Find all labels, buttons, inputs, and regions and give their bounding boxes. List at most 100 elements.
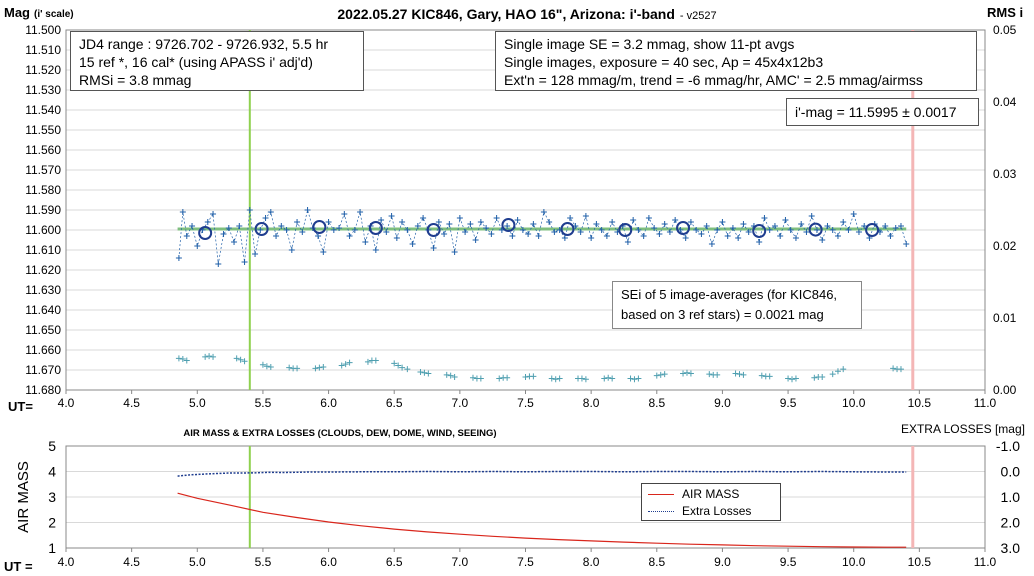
y-axis-label-sub: (i' scale): [34, 9, 74, 20]
single-image-point: [714, 227, 721, 233]
sei-text-line-2: based on 3 ref stars) = 0.0021 mag: [621, 307, 824, 322]
single-image-point: [409, 241, 416, 247]
airmass-legend: AIR MASS Extra Losses: [641, 483, 781, 521]
single-image-point: [561, 235, 568, 241]
single-image-point: [430, 245, 437, 251]
rms-point: [890, 365, 897, 372]
single-image-point: [840, 219, 847, 225]
rms-point: [552, 376, 559, 383]
rms-point: [399, 364, 406, 371]
x-tick-label: 4.0: [58, 396, 75, 410]
single-image-point: [903, 241, 910, 247]
x-tick-label: 7.5: [517, 396, 534, 410]
y-tick-label: 11.590: [25, 203, 61, 217]
single-image-point: [567, 215, 574, 221]
rms-point: [286, 364, 293, 371]
single-image-point: [808, 213, 815, 219]
y2-tick-label: 0.03: [993, 167, 1017, 181]
x-tick-label: 10.5: [908, 396, 932, 410]
single-image-point: [210, 211, 217, 217]
single-image-point: [813, 227, 820, 233]
x-tick-label: 8.5: [648, 555, 665, 569]
rms-point: [210, 353, 217, 360]
rms-point: [740, 371, 747, 378]
single-image-point: [299, 229, 306, 235]
average-point: [676, 221, 691, 235]
rms-point: [706, 371, 713, 378]
single-image-point: [530, 221, 537, 227]
y-tick-label: 11.600: [25, 223, 61, 237]
x-tick-label: 6.0: [320, 555, 337, 569]
single-image-point: [278, 223, 285, 229]
single-image-point: [850, 211, 857, 217]
single-image-point: [215, 261, 222, 267]
sub-chart-title: AIR MASS & EXTRA LOSSES (CLOUDS, DEW, DO…: [183, 428, 496, 439]
rms-point: [346, 359, 353, 366]
single-image-point: [756, 239, 763, 245]
single-image-point: [393, 235, 400, 241]
single-image-point: [577, 229, 584, 235]
x-tick-label: 4.5: [123, 396, 140, 410]
y-axis-label-main: Mag: [4, 5, 30, 20]
y-tick-label: 2: [48, 515, 56, 531]
rms-point: [785, 375, 792, 382]
single-image-point: [824, 223, 831, 229]
single-image-point: [740, 221, 747, 227]
legend-swatch-extra-losses: [648, 510, 674, 512]
single-image-point: [341, 211, 348, 217]
average-point: [865, 223, 880, 237]
single-image-point: [179, 209, 186, 215]
x-tick-label: 8.0: [583, 555, 600, 569]
reference-stars-text: 15 ref *, 16 cal* (using APASS i' adj'd): [79, 54, 313, 70]
x-tick-label: 7.0: [452, 396, 469, 410]
rms-point: [840, 366, 847, 373]
rms-point: [578, 375, 585, 382]
average-point: [368, 221, 383, 235]
single-image-point: [273, 233, 280, 239]
rms-point: [206, 353, 213, 360]
single-image-point: [782, 217, 789, 223]
x-tick-label: 5.5: [255, 555, 272, 569]
single-image-point: [698, 231, 705, 237]
rms-point: [635, 375, 642, 382]
x-axis-label: UT =: [4, 559, 33, 574]
chart-version: - v2527: [680, 10, 717, 22]
rms-point: [312, 365, 319, 372]
y2-tick-label: -1.0: [996, 438, 1020, 454]
single-image-point: [724, 233, 731, 239]
single-image-point: [624, 239, 631, 245]
single-image-point: [220, 231, 227, 237]
legend-label-extra-losses: Extra Losses: [682, 504, 752, 518]
x-tick-label: 11.0: [974, 396, 997, 410]
rms-point: [582, 376, 589, 383]
single-image-point: [446, 221, 453, 227]
chart-title-text: 2022.05.27 KIC846, Gary, HAO 16", Arizon…: [337, 6, 675, 22]
single-image-point: [315, 233, 322, 239]
chart-title: 2022.05.27 KIC846, Gary, HAO 16", Arizon…: [337, 6, 716, 22]
exposure-info-box: Single image SE = 3.2 mmag, show 11-pt a…: [495, 31, 977, 91]
single-image-point: [887, 233, 894, 239]
single-image-point: [897, 223, 904, 229]
single-image-point: [399, 219, 406, 225]
rms-point: [627, 375, 634, 382]
rms-point: [758, 372, 765, 379]
single-image-point: [388, 213, 395, 219]
single-image-point: [635, 227, 642, 233]
rms-point: [504, 374, 511, 381]
single-image-point: [729, 225, 736, 231]
airmass-chart: 1 2 3 4 5 -1.0 0.0 1.0 2.0 3.0 4.0 4.5 5.0 5.5 6.0 6.5 7…: [4, 422, 1025, 574]
rms-point: [732, 370, 739, 377]
x-tick-label: 8.5: [648, 396, 665, 410]
single-image-point: [672, 217, 679, 223]
single-image-point: [483, 225, 490, 231]
y-tick-label: 11.580: [25, 183, 61, 197]
sei-box: SEi of 5 image-averages (for KIC846, bas…: [612, 281, 862, 329]
single-image-point: [861, 223, 868, 229]
single-image-point: [304, 207, 311, 213]
rms-text: RMSi = 3.8 mmag: [79, 72, 192, 88]
rms-point: [338, 362, 345, 369]
x-tick-label: 9.0: [714, 396, 731, 410]
rms-point: [233, 355, 240, 362]
single-image-point: [183, 233, 190, 239]
